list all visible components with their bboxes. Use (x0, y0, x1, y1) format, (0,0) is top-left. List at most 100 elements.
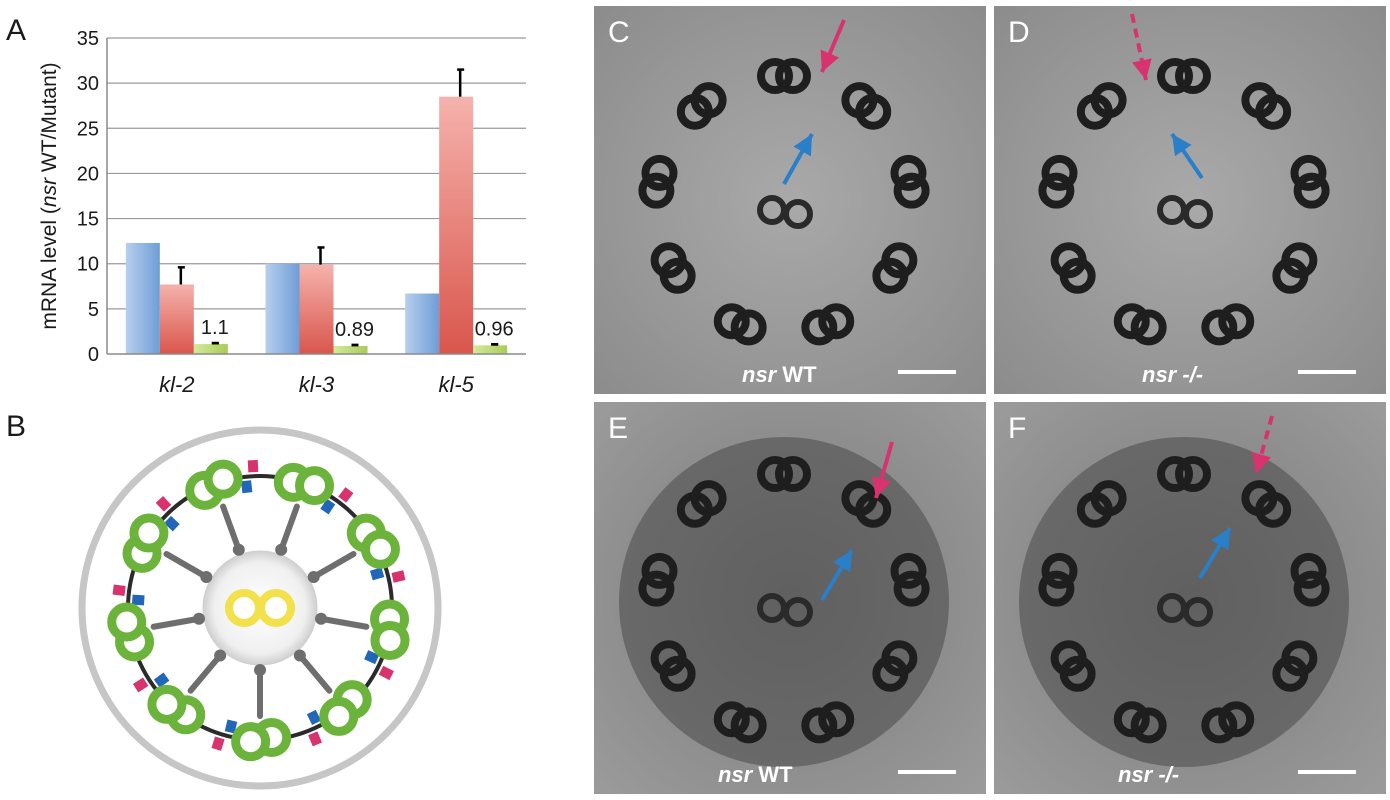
em-doublet (713, 303, 750, 340)
em-doublet (1130, 309, 1167, 346)
radial-spoke (163, 551, 210, 580)
em-central-pair (783, 199, 813, 229)
outer-dynein-arm (155, 496, 172, 512)
radial-spoke (296, 652, 333, 694)
em-doublet (713, 701, 750, 738)
em-panel-d: D nsr -/- (994, 6, 1386, 394)
y-tick-label: 10 (77, 254, 99, 276)
em-doublet (1038, 570, 1075, 607)
em-doublet (1113, 303, 1150, 340)
em-doublet (1113, 701, 1150, 738)
y-tick-label: 35 (77, 28, 99, 50)
em-doublet (881, 640, 918, 677)
radial-spoke (150, 615, 202, 630)
radial-spoke (278, 503, 300, 553)
panel-letter-a: A (6, 14, 27, 47)
em-doublet (890, 154, 927, 191)
em-doublet (818, 701, 855, 738)
em-doublet (676, 93, 713, 130)
em-doublet (893, 172, 930, 209)
em-doublet (638, 172, 675, 209)
em-panel-letter-d: D (1008, 16, 1030, 49)
em-micrograph-e (594, 402, 986, 794)
radial-spoke (318, 615, 370, 630)
y-tick-label: 25 (77, 118, 99, 140)
bar-kl-2-s2 (159, 284, 194, 354)
inner-arm-arrow-head (1211, 528, 1230, 551)
x-tick-label: kl-3 (299, 372, 335, 397)
em-doublet (730, 707, 767, 744)
em-doublet (1059, 257, 1096, 294)
radial-spoke (310, 551, 357, 580)
scale-bar-c (898, 370, 956, 374)
x-tick-labels: kl-2 kl-3 kl-5 (159, 372, 475, 397)
em-panel-c: C nsr WT (594, 6, 986, 394)
central-pair-right (257, 589, 295, 627)
em-panel-letter-e: E (608, 412, 629, 445)
scale-bar-f (1298, 770, 1356, 774)
em-doublet (1218, 701, 1255, 738)
em-doublet (1041, 154, 1078, 191)
spoke-head (232, 543, 245, 556)
em-central-pair (783, 597, 813, 627)
doublet-b-tubule (360, 529, 400, 569)
scale-bar-e (898, 770, 956, 774)
axoneme-diagram (78, 426, 442, 790)
em-central-pair (1183, 199, 1213, 229)
radial-spoke (220, 503, 242, 553)
doublet-b-tubule (295, 466, 335, 506)
em-doublet (1157, 58, 1193, 94)
em-doublet (1290, 154, 1327, 191)
em-doublet (893, 570, 930, 607)
y-axis-label: mRNA level (nsr WT/Mutant) (38, 62, 61, 329)
bar-kl-2-s3 (193, 344, 228, 354)
em-doublet (1293, 172, 1330, 209)
doublet-b-tubule (231, 722, 271, 762)
em-doublet (1290, 552, 1327, 589)
doublet-b-tubule (147, 684, 187, 724)
data-label: 1.1 (201, 317, 229, 339)
inner-arm-arrow-head (833, 550, 852, 573)
em-doublet (775, 456, 811, 492)
em-panel-letter-f: F (1008, 412, 1027, 445)
em-doublet (676, 491, 713, 528)
outer-arm-arrow (1130, 13, 1148, 81)
bar-kl-3-s3 (333, 345, 368, 354)
inner-dynein-arm (306, 709, 322, 726)
error-bars (177, 68, 499, 347)
em-doublet (1130, 707, 1167, 744)
em-doublet (818, 303, 855, 340)
data-labels: 1.1 0.89 0.96 (201, 317, 514, 341)
em-micrograph-d (994, 6, 1386, 394)
data-label: 0.96 (475, 318, 514, 340)
inner-dynein-arm (320, 498, 336, 515)
y-tick-label: 0 (88, 344, 99, 366)
outer-arm-arrow-head (1132, 58, 1152, 80)
bar-kl-5-s2 (439, 96, 474, 354)
em-micrograph-f (994, 402, 1386, 794)
bar-kl-5-s1 (405, 293, 440, 354)
outer-dynein-arm (338, 487, 354, 503)
em-doublet (1157, 456, 1193, 492)
panel-letter-b: B (6, 410, 27, 443)
outer-dynein-arm (112, 584, 126, 596)
spoke-head (307, 571, 320, 583)
em-doublet (1293, 570, 1330, 607)
em-doublet (1059, 655, 1096, 692)
doublet-b-tubule (107, 602, 147, 642)
outer-arm-arrow-head (871, 476, 892, 498)
em-caption-f: nsr -/- (1118, 762, 1180, 787)
em-doublet (757, 456, 793, 492)
inner-dynein-arm (131, 594, 145, 606)
x-tick-label: kl-2 (159, 372, 194, 397)
bar-kl-3-s1 (265, 263, 300, 354)
central-pair-left (225, 589, 263, 627)
em-doublet (1241, 480, 1278, 517)
em-doublet (841, 480, 878, 517)
em-doublet (641, 552, 678, 589)
em-panel-f: F nsr -/- (994, 402, 1386, 794)
em-doublet (757, 58, 793, 94)
outer-arm-arrow-head (1251, 452, 1271, 474)
outer-dynein-arm (211, 736, 225, 751)
em-doublet (1175, 456, 1211, 492)
